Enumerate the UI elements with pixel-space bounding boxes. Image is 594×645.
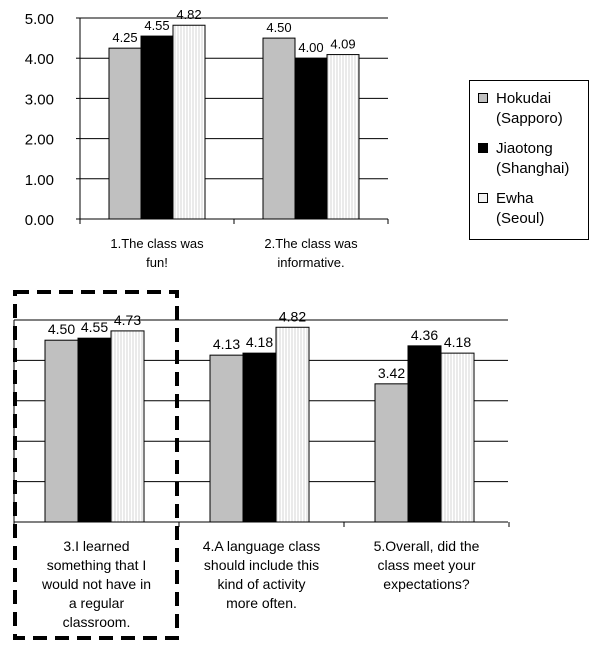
category-label: a regular bbox=[69, 595, 125, 611]
chart-2: 4.50 4.13 3.42 4.55 4.18 4.36 4.73 4.82 4.18 3.I … bbox=[13, 290, 510, 640]
category-label: informative. bbox=[277, 255, 344, 270]
y-tick-label: 0.00 bbox=[25, 212, 54, 229]
chart-1: 0.00 1.00 2.00 3.00 4.00 5.00 4.25 4.50 4.55 4.00… bbox=[25, 7, 389, 270]
data-label: 3.42 bbox=[378, 365, 405, 381]
bar-hokudai bbox=[262, 37, 296, 220]
y-tick-label: 1.00 bbox=[25, 172, 54, 189]
data-label: 4.82 bbox=[176, 7, 201, 22]
category-label: classroom. bbox=[63, 614, 131, 630]
bar-hokudai bbox=[44, 339, 79, 523]
bar-ewha bbox=[172, 24, 206, 220]
data-label: 4.00 bbox=[298, 40, 323, 55]
bar-jiaotong bbox=[140, 35, 174, 220]
data-label: 4.18 bbox=[444, 334, 471, 350]
bar-jiaotong bbox=[242, 352, 277, 523]
data-label: 4.13 bbox=[213, 336, 240, 352]
data-label: 4.25 bbox=[112, 30, 137, 45]
bar-jiaotong bbox=[407, 345, 442, 523]
bar-ewha bbox=[440, 352, 475, 523]
legend: Hokudai (Sapporo) Jiaotong (Shanghai) Ew… bbox=[469, 80, 589, 240]
bar-ewha bbox=[326, 54, 360, 220]
bar-ewha bbox=[110, 330, 145, 523]
category-label: expectations? bbox=[383, 576, 470, 592]
bar-hokudai bbox=[209, 354, 244, 523]
category-label: would not have in bbox=[41, 576, 151, 592]
data-label: 4.50 bbox=[266, 20, 291, 35]
category-label: 5.Overall, did the bbox=[374, 538, 480, 554]
category-label: should include this bbox=[204, 557, 319, 573]
data-label: 4.50 bbox=[48, 321, 75, 337]
category-label: class meet your bbox=[377, 557, 475, 573]
data-label: 4.36 bbox=[411, 327, 438, 343]
highlight-box bbox=[13, 290, 179, 640]
category-label: 1.The class was bbox=[110, 236, 204, 251]
category-label: something that I bbox=[47, 557, 147, 573]
y-tick-label: 3.00 bbox=[25, 91, 54, 108]
bar-ewha bbox=[275, 326, 310, 523]
legend-label-ewha: Ewha bbox=[496, 190, 534, 207]
bar-jiaotong bbox=[77, 337, 112, 523]
category-label: kind of activity bbox=[218, 576, 306, 592]
data-label: 4.55 bbox=[144, 18, 169, 33]
category-label: 2.The class was bbox=[264, 236, 358, 251]
data-label: 4.18 bbox=[246, 334, 273, 350]
legend-sublabel-jiaotong: (Shanghai) bbox=[496, 160, 570, 177]
y-tick-label: 5.00 bbox=[25, 11, 54, 28]
category-label: fun! bbox=[146, 255, 168, 270]
data-label: 4.09 bbox=[330, 37, 355, 52]
legend-label-jiaotong: Jiaotong bbox=[496, 140, 553, 157]
legend-swatch-hokudai bbox=[478, 93, 488, 103]
legend-label-hokudai: Hokudai bbox=[496, 90, 552, 107]
y-tick-label: 2.00 bbox=[25, 132, 54, 149]
category-label: 3.I learned bbox=[63, 538, 129, 554]
legend-sublabel-ewha: (Seoul) bbox=[496, 210, 545, 227]
category-label: 4.A language class bbox=[203, 538, 321, 554]
category-label: more often. bbox=[226, 595, 297, 611]
data-label: 4.73 bbox=[114, 312, 141, 328]
legend-swatch-jiaotong bbox=[478, 143, 488, 153]
bar-hokudai bbox=[374, 383, 409, 523]
data-label: 4.82 bbox=[279, 308, 306, 324]
bar-jiaotong bbox=[294, 57, 328, 220]
bar-hokudai bbox=[108, 47, 142, 220]
data-label: 4.55 bbox=[81, 319, 108, 335]
y-tick-label: 4.00 bbox=[25, 51, 54, 68]
legend-sublabel-hokudai: (Sapporo) bbox=[496, 110, 563, 127]
legend-swatch-ewha bbox=[478, 193, 488, 203]
